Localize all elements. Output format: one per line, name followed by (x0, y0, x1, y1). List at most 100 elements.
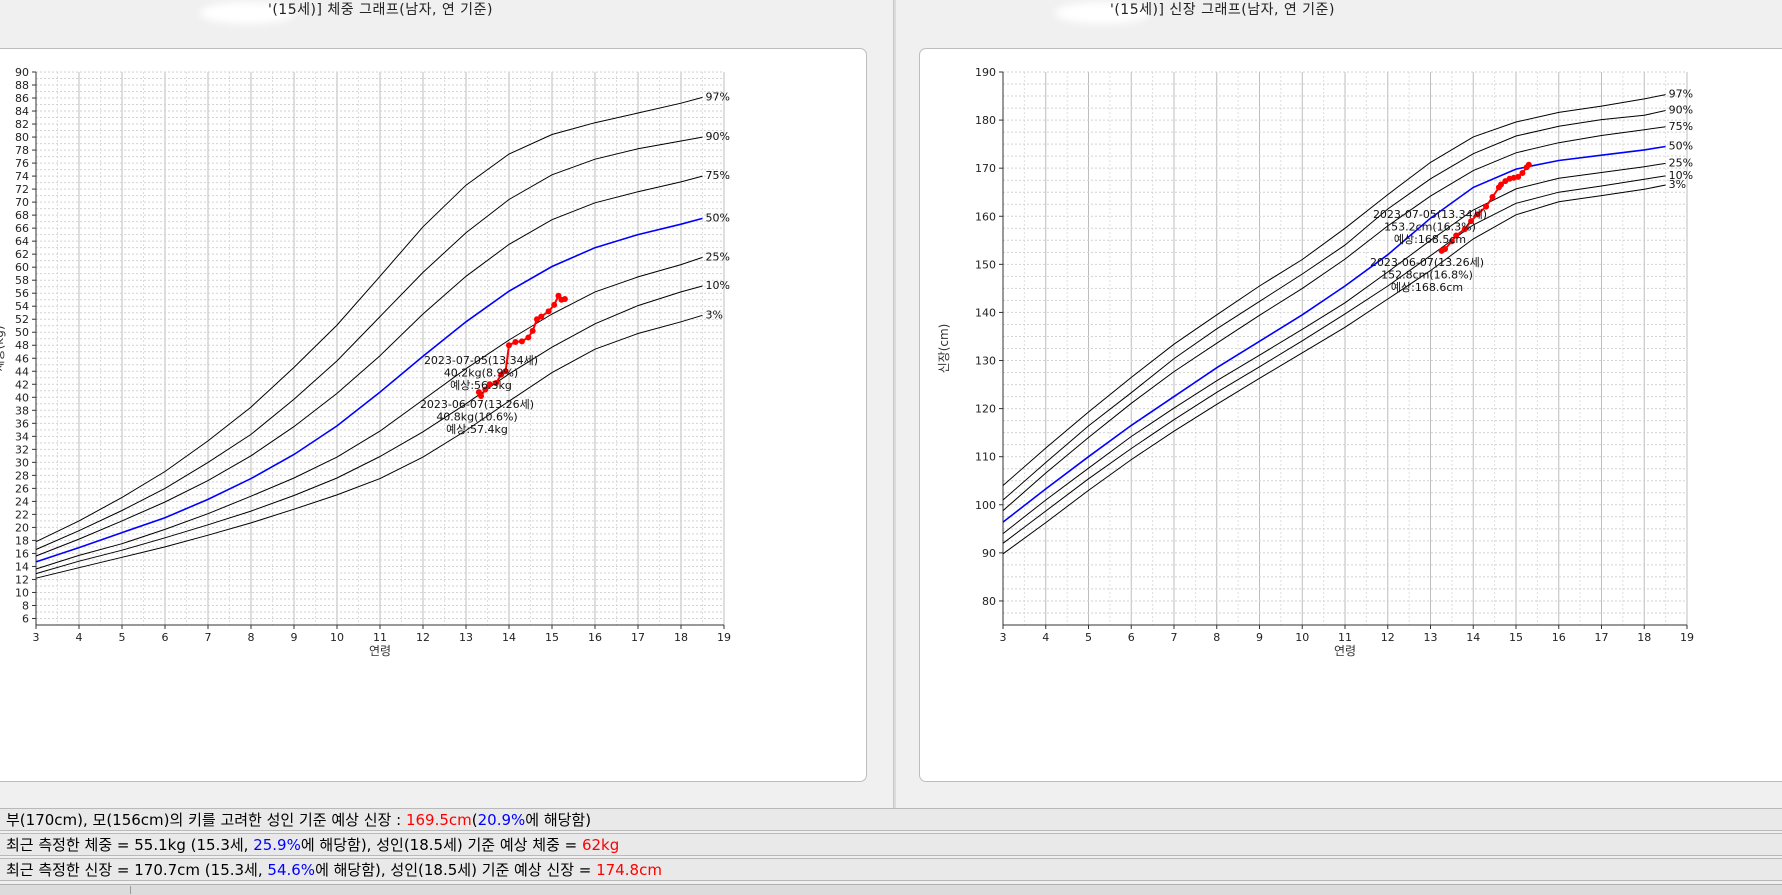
y-tick-label: 20 (15, 521, 29, 534)
percentile-line-10pct (35, 285, 703, 575)
measured-point (502, 368, 509, 375)
measured-point (1525, 161, 1532, 168)
y-tick-label: 180 (975, 114, 996, 127)
y-tick-label: 22 (15, 508, 29, 521)
measured-point (525, 334, 532, 341)
y-tick-label: 78 (15, 144, 29, 157)
x-tick-label: 9 (1256, 631, 1263, 644)
y-tick-label: 46 (15, 352, 29, 365)
data-annotation: 예상:57.4kg (446, 423, 508, 436)
x-tick-label: 13 (1424, 631, 1438, 644)
x-axis-label: 연령 (1334, 644, 1356, 658)
height-chart-title: '(15세)] 신장 그래프(남자, 연 기준) (1110, 2, 1335, 18)
x-tick-label: 15 (545, 631, 559, 644)
y-tick-label: 150 (975, 258, 996, 271)
measured-point (1483, 203, 1490, 210)
status-bar-segment (130, 886, 131, 894)
percentile-line-75pct (1002, 126, 1666, 511)
height-growth-chart: 3 4 5 6 7 8 9 10 11 12 13 14 15 16 17 18 19 80 90 100 110 120… (937, 66, 1694, 658)
x-tick-label: 7 (1171, 631, 1178, 644)
y-tick-label: 70 (15, 196, 29, 209)
y-axis-label: 체중(kg) (0, 325, 6, 371)
measured-point (1489, 194, 1496, 201)
percentile-label: 25% (706, 250, 730, 263)
x-tick-label: 3 (1000, 631, 1007, 644)
x-tick-label: 6 (162, 631, 169, 644)
x-tick-label: 5 (1085, 631, 1092, 644)
weight-percentile: 25.9% (253, 836, 301, 854)
percentile-line-50pct (35, 217, 703, 563)
x-tick-label: 19 (1680, 631, 1694, 644)
y-tick-label: 72 (15, 183, 29, 196)
y-tick-label: 14 (15, 560, 29, 573)
x-tick-label: 13 (459, 631, 473, 644)
y-tick-label: 190 (975, 66, 996, 79)
percentile-label: 75% (706, 169, 730, 182)
data-annotation: 예상:168.6cm (1391, 281, 1463, 294)
y-tick-label: 64 (15, 235, 29, 248)
percentile-label: 10% (1669, 169, 1693, 182)
x-tick-label: 18 (1637, 631, 1651, 644)
measured-point (545, 308, 552, 315)
percentile-line-90pct (35, 136, 703, 550)
measured-point (518, 338, 525, 345)
measured-point (493, 379, 500, 386)
info-text: 부(170cm), 모(156cm)의 키를 고려한 성인 기준 예상 신장 : (6, 811, 406, 829)
y-tick-label: 6 (22, 612, 29, 625)
height-chart-panel: 3 4 5 6 7 8 9 10 11 12 13 14 15 16 17 18 19 80 90 100 110 120… (919, 48, 1782, 782)
x-tick-label: 9 (291, 631, 298, 644)
y-tick-label: 68 (15, 209, 29, 222)
y-axis-label: 신장(cm) (937, 324, 951, 374)
x-tick-label: 4 (76, 631, 83, 644)
data-annotation: 예상:168.5cm (1394, 233, 1466, 246)
y-tick-label: 90 (15, 66, 29, 79)
y-tick-label: 86 (15, 92, 29, 105)
info-text: 에 해당함), 성인(18.5세) 기준 예상 신장 = (315, 861, 597, 879)
data-annotation: 2023-07-05(13.34세) (1373, 208, 1487, 221)
info-text: 최근 측정한 체중 = 55.1kg (15.3세, (6, 836, 254, 854)
x-tick-label: 18 (674, 631, 688, 644)
y-tick-label: 16 (15, 547, 29, 560)
measured-point (533, 316, 540, 323)
panel-divider[interactable] (893, 0, 896, 808)
x-tick-label: 16 (1552, 631, 1566, 644)
percentile-label: 3% (1669, 178, 1686, 191)
y-tick-label: 170 (975, 162, 996, 175)
y-tick-label: 48 (15, 339, 29, 352)
weight-growth-chart: 3 4 5 6 7 8 9 10 11 12 13 14 15 16 17 18 196810121416182… (0, 66, 731, 658)
y-tick-label: 42 (15, 378, 29, 391)
percentile-line-97pct (1002, 94, 1666, 486)
info-text: ( (471, 811, 478, 829)
y-tick-label: 8 (22, 599, 29, 612)
y-tick-label: 82 (15, 118, 29, 131)
measured-point (512, 338, 519, 345)
percentile-line-3pct (1002, 184, 1666, 555)
y-tick-label: 52 (15, 313, 29, 326)
height-percentile: 54.6% (267, 861, 316, 879)
percentile-line-75pct (35, 175, 703, 557)
weight-chart-panel: 3 4 5 6 7 8 9 10 11 12 13 14 15 16 17 18 19 6 8 10 12 14 16 18 2… (0, 48, 867, 782)
weight-chart-title: '(15세)] 체중 그래프(남자, 연 기준) (268, 2, 493, 18)
y-tick-label: 40 (15, 391, 29, 404)
data-annotation: 2023-07-05(13.34세) (424, 354, 538, 367)
measured-point (529, 327, 536, 334)
y-tick-label: 56 (15, 287, 29, 300)
y-tick-label: 34 (15, 430, 29, 443)
measured-point (498, 371, 505, 378)
x-tick-label: 17 (631, 631, 645, 644)
percentile-label: 90% (706, 130, 730, 143)
percentile-label: 10% (706, 279, 730, 292)
data-annotation: 예상:56.3kg (450, 379, 512, 392)
y-tick-label: 44 (15, 365, 29, 378)
y-tick-label: 10 (15, 586, 29, 599)
data-annotation: 153.2cm(16.3%) (1384, 221, 1476, 234)
percentile-line-97pct (35, 96, 703, 543)
status-bar (0, 884, 1782, 895)
x-tick-label: 7 (205, 631, 212, 644)
info-text: 에 해당함), 성인(18.5세) 기준 예상 체중 = (300, 836, 582, 854)
y-tick-label: 62 (15, 248, 29, 261)
measured-point (1448, 238, 1455, 245)
measured-point (1474, 211, 1481, 218)
title-redaction-right (1055, 2, 1150, 24)
x-tick-label: 17 (1595, 631, 1609, 644)
